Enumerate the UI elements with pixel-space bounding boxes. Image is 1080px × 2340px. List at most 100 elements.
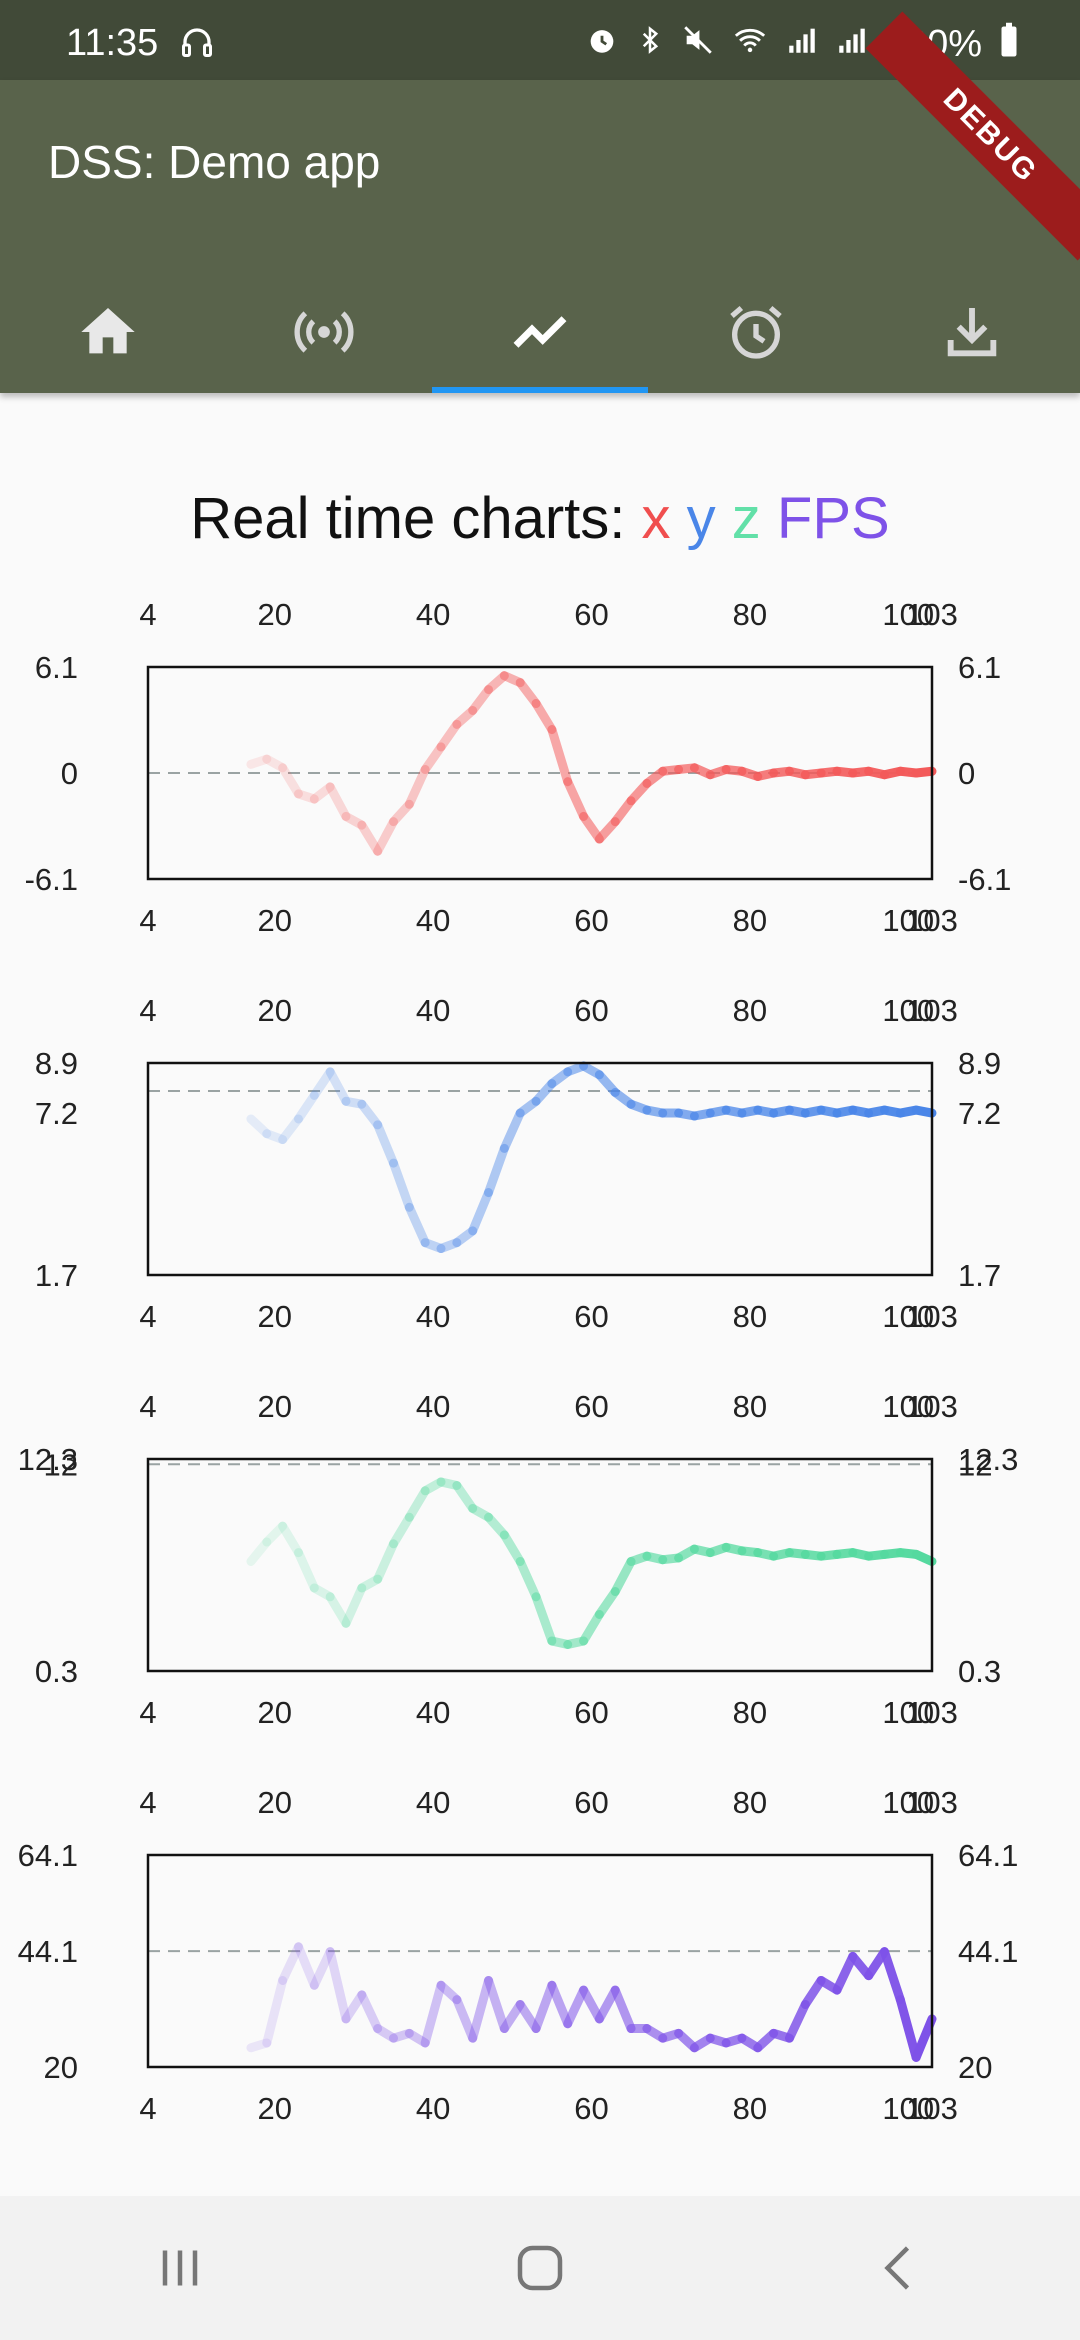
plot-frame <box>146 1457 934 1673</box>
tab-bar <box>0 270 1080 393</box>
y-tick-label-right: 1.7 <box>958 1258 1001 1293</box>
y-tick-label-right: 0 <box>958 756 975 791</box>
home-icon <box>517 2245 563 2291</box>
tab-alarm[interactable] <box>648 270 864 393</box>
data-segment-fps <box>388 2028 414 2043</box>
home-button[interactable] <box>480 2228 600 2308</box>
chart-y: 4420204040606080801001001031038.97.21.78… <box>35 993 1001 1334</box>
back-button[interactable] <box>840 2228 960 2308</box>
data-segment-fps <box>293 1942 319 1990</box>
data-segment-fps <box>404 2028 430 2048</box>
x-tick-label-top: 40 <box>416 993 450 1028</box>
x-tick-label-top: 20 <box>257 1785 291 1820</box>
data-segment-z <box>373 1539 398 1584</box>
data-segment-y <box>388 1158 414 1212</box>
y-tick-label-right: -6.1 <box>958 862 1011 897</box>
x-tick-label-top: 4 <box>139 1785 156 1820</box>
data-segment-y <box>404 1202 430 1248</box>
data-segment-fps <box>784 2000 810 2043</box>
recents-icon <box>162 2250 198 2286</box>
data-segment-z <box>278 1521 303 1558</box>
x-tick-label-bottom: 20 <box>257 1695 291 1730</box>
y-tick-label-right: 6.1 <box>958 650 1001 685</box>
tab-charts[interactable] <box>432 270 648 393</box>
data-segment-x <box>911 766 937 778</box>
home-icon <box>81 307 135 353</box>
data-segment-y <box>246 1114 272 1139</box>
data-segment-z <box>246 1537 272 1566</box>
data-segment-fps <box>563 1985 589 2029</box>
bluetooth-icon <box>635 23 665 65</box>
data-segment-z <box>531 1592 557 1646</box>
x-tick-label-bottom: 60 <box>574 2091 608 2126</box>
data-segment-z <box>515 1556 541 1602</box>
data-segment-x <box>262 754 288 773</box>
data-segment-z <box>594 1587 620 1619</box>
legend-fps: FPS <box>776 486 890 551</box>
system-nav-bar <box>0 2196 1080 2340</box>
data-segment-x <box>468 685 494 715</box>
legend-z: z <box>731 486 761 551</box>
x-tick-label-bottom: 60 <box>574 903 608 938</box>
data-segment-fps <box>262 1975 288 2048</box>
x-tick-label-top: 80 <box>733 1389 767 1424</box>
x-tick-label-bottom: 103 <box>906 2091 958 2126</box>
tab-download[interactable] <box>864 270 1080 393</box>
data-segment-x <box>452 705 478 729</box>
data-segment-z <box>341 1583 367 1628</box>
data-segment-y <box>420 1238 446 1253</box>
tab-broadcast[interactable] <box>216 270 432 393</box>
data-segment-z <box>911 1549 937 1566</box>
heading-prefix: Real time charts: <box>190 486 642 551</box>
data-segment-x <box>531 698 557 735</box>
x-tick-label-top: 20 <box>257 993 291 1028</box>
y-tick-label-left: 0.3 <box>35 1654 78 1689</box>
x-tick-label-bottom: 40 <box>416 1299 450 1334</box>
y-tick-label-left: -6.1 <box>25 862 78 897</box>
y-tick-label-left: 20 <box>44 2050 78 2085</box>
x-tick-label-bottom: 80 <box>733 903 767 938</box>
data-segment-fps <box>357 1990 383 2034</box>
signal-icon <box>785 23 819 65</box>
data-segment-y <box>484 1143 509 1198</box>
data-segment-x <box>341 811 367 830</box>
x-tick-label-bottom: 100 <box>882 903 934 938</box>
x-tick-label-bottom: 20 <box>257 2091 291 2126</box>
x-tick-label-top: 20 <box>257 1389 291 1424</box>
x-tick-label-top: 100 <box>882 993 934 1028</box>
x-tick-label-top: 40 <box>416 1389 450 1424</box>
y-tick-label-right: 8.9 <box>958 1046 1001 1081</box>
x-tick-label-top: 40 <box>416 597 450 632</box>
x-tick-label-bottom: 60 <box>574 1299 608 1334</box>
data-segment-x <box>293 789 319 804</box>
x-tick-label-top: 4 <box>139 1389 156 1424</box>
data-segment-x <box>563 777 589 821</box>
data-segment-z <box>436 1477 462 1490</box>
data-segment-fps <box>246 2038 272 2053</box>
data-segment-y <box>452 1226 478 1248</box>
y-tick-label-left: 44.1 <box>18 1934 78 1969</box>
y-tick-label-right: 12.3 <box>958 1442 1018 1477</box>
recents-button[interactable] <box>120 2228 240 2308</box>
data-segment-fps <box>420 1980 446 2048</box>
data-segment-x <box>373 817 398 856</box>
data-segment-fps <box>879 1947 905 2005</box>
data-segment-fps <box>911 2014 937 2062</box>
y-tick-label-left: 12 <box>44 1447 78 1482</box>
x-tick-label-bottom: 40 <box>416 1695 450 1730</box>
data-segment-z <box>388 1512 414 1549</box>
app-title: DSS: Demo app <box>48 136 381 188</box>
signal-icon <box>835 23 869 65</box>
x-tick-label-bottom: 100 <box>882 1695 934 1730</box>
data-segment-fps <box>468 1975 494 2043</box>
tab-home[interactable] <box>0 270 216 393</box>
chart-x: 4420204040606080801001001031036.10-6.16.… <box>25 597 1012 938</box>
y-tick-label-left: 0 <box>61 756 78 791</box>
chart-z: 44202040406060808010010010310312.3120.31… <box>18 1389 1019 1730</box>
x-tick-label-bottom: 100 <box>882 2091 934 2126</box>
chart-fps: 44202040406060808010010010310364.144.120… <box>18 1785 1019 2126</box>
x-tick-label-bottom: 4 <box>139 903 156 938</box>
data-segment-fps <box>895 1995 921 2062</box>
page-title: Real time charts: x y z FPS <box>0 485 1080 552</box>
data-segment-fps <box>531 1980 557 2034</box>
